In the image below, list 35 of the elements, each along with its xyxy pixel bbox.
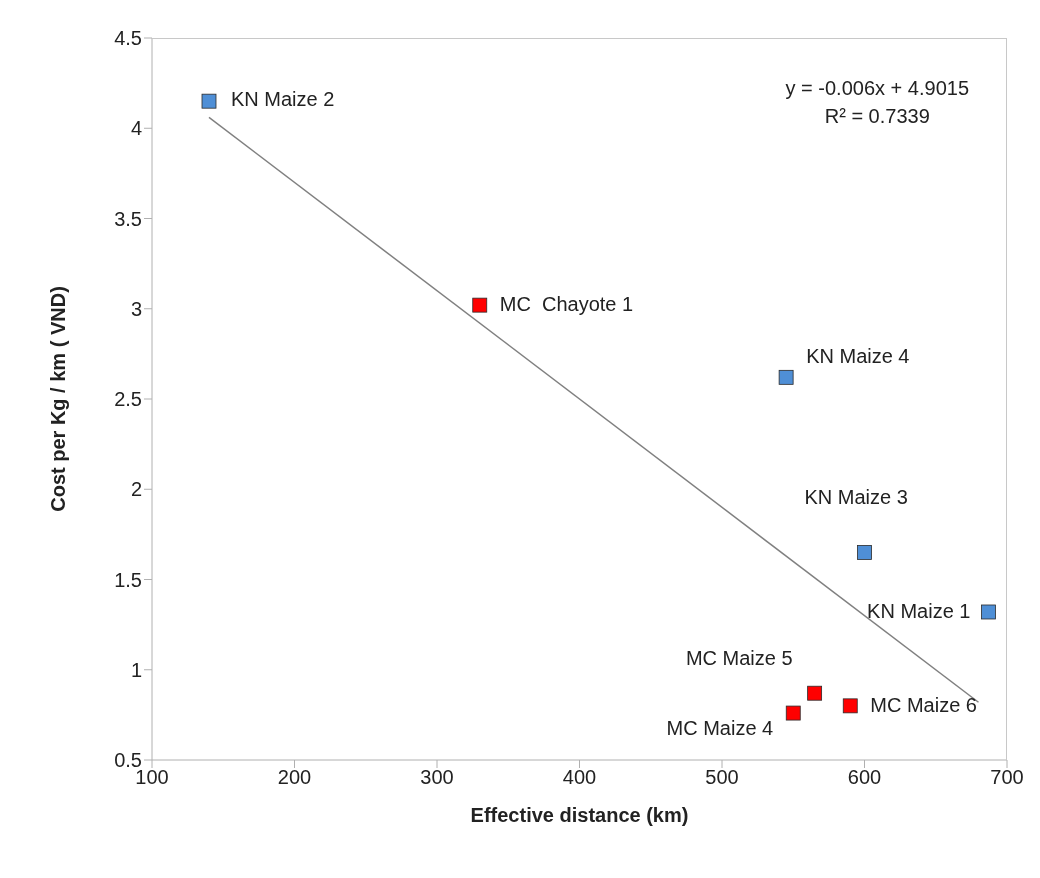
x-tick-label: 500 xyxy=(705,766,739,789)
x-tick-label: 100 xyxy=(135,766,169,789)
x-tick-label: 700 xyxy=(990,766,1024,789)
y-tick-label: 4.5 xyxy=(114,27,142,50)
y-tick-label: 4 xyxy=(130,117,142,140)
annotation: MC Maize 4 xyxy=(666,717,774,740)
annotation: KN Maize 3 xyxy=(804,486,908,509)
x-tick-label: 400 xyxy=(562,766,597,789)
point xyxy=(201,93,217,109)
y-tick-label: 1.5 xyxy=(114,568,142,591)
y-tick-label: 1 xyxy=(130,658,142,681)
annotation: R² = 0.7339 xyxy=(823,104,931,129)
annotation: MC Maize 5 xyxy=(685,647,793,670)
annotation: KN Maize 1 xyxy=(867,599,971,622)
annotation: KN Maize 4 xyxy=(806,345,910,368)
y-tick-label: 2 xyxy=(130,478,142,501)
point xyxy=(857,545,872,560)
point xyxy=(785,705,801,721)
point xyxy=(981,604,996,620)
annotation: y = -0.006x + 4.9015 xyxy=(785,76,969,101)
point xyxy=(472,297,488,313)
y-tick-label: 3 xyxy=(130,297,142,320)
x-axis-title: Effective distance (km) xyxy=(470,804,689,826)
y-tick-label: 3.5 xyxy=(114,207,142,230)
point xyxy=(842,698,858,714)
point xyxy=(778,369,794,385)
y-axis-title: Cost per Kg / km ( VND) xyxy=(47,286,70,512)
annotation: MC Maize 6 xyxy=(870,693,977,716)
x-tick-label: 300 xyxy=(420,766,454,789)
y-tick-label: 2.5 xyxy=(114,388,142,411)
point xyxy=(807,685,823,701)
annotation: MC Chayote 1 xyxy=(499,293,634,316)
annotation: KN Maize 2 xyxy=(231,88,335,111)
x-tick-label: 600 xyxy=(847,766,882,789)
x-tick-label: 200 xyxy=(277,766,312,789)
